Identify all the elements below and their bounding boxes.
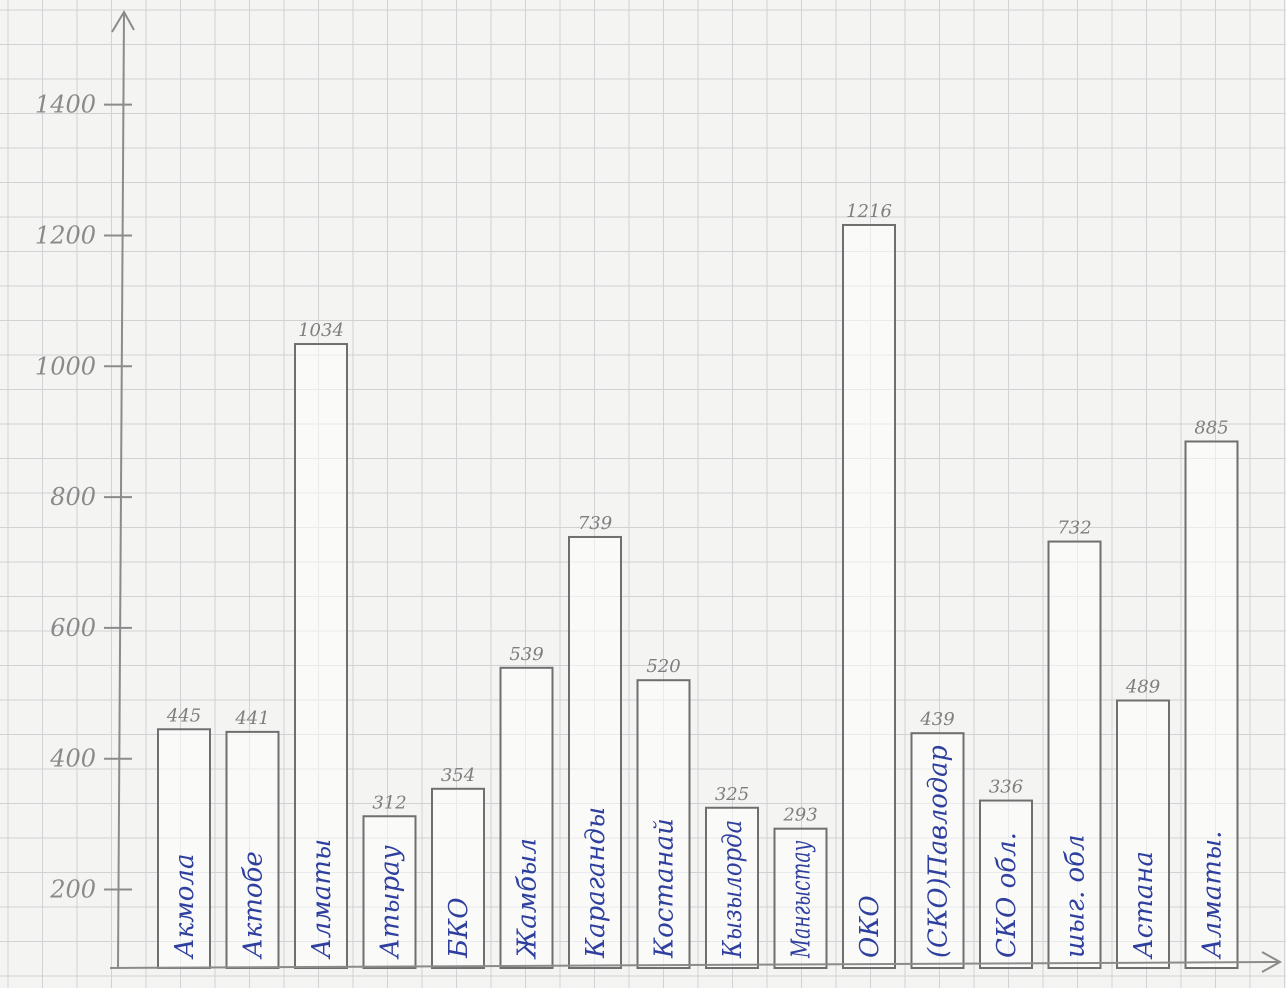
bar <box>705 806 759 970</box>
category-label: БКО <box>444 897 474 959</box>
y-tick-label: 800 <box>50 483 96 511</box>
bar-labels: 445 Акмола 441 Актобе 1034 Алматы 312 Атырау 354… <box>166 201 1229 960</box>
data-label: 1216 <box>846 201 892 222</box>
bar <box>225 730 280 969</box>
x-axis <box>109 961 1279 969</box>
category-label: Жамбыл <box>513 838 543 960</box>
bar <box>568 535 622 969</box>
bar <box>910 732 965 969</box>
category-label: (СКО)Павлодар <box>924 745 954 958</box>
bar <box>842 223 896 970</box>
category-label: ОКО <box>855 895 885 958</box>
y-axis-arrowhead <box>111 10 135 33</box>
category-label: Акмола <box>170 854 200 960</box>
x-axis-arrowhead <box>1261 951 1283 973</box>
bar <box>431 787 485 969</box>
data-label: 445 <box>166 705 201 726</box>
category-label: шыг. обл <box>1061 834 1091 958</box>
bar <box>1116 699 1170 969</box>
y-tick-label: 600 <box>50 614 96 642</box>
data-label: 293 <box>782 805 817 826</box>
bar <box>979 799 1033 969</box>
bar <box>499 666 554 969</box>
category-label: Атырау <box>376 845 406 960</box>
bar <box>362 815 417 969</box>
data-label: 520 <box>646 656 680 677</box>
data-label: 885 <box>1194 417 1228 438</box>
category-label: Кызылорда <box>718 820 748 959</box>
bar <box>1184 440 1239 969</box>
y-tick-label: 400 <box>49 745 96 773</box>
bar <box>773 827 828 969</box>
data-label: 441 <box>234 708 269 729</box>
data-label: 325 <box>715 784 749 805</box>
category-label: Астана <box>1129 851 1159 960</box>
category-label: Алматы <box>307 839 337 960</box>
y-tick-label: 200 <box>49 876 96 904</box>
category-label: Караганды <box>581 807 611 959</box>
category-label: СКО обл. <box>992 832 1022 958</box>
data-label: 489 <box>1125 676 1160 697</box>
bar <box>1047 540 1102 969</box>
data-label: 439 <box>919 709 954 730</box>
axes <box>109 10 1283 973</box>
bar <box>636 679 691 969</box>
data-label: 312 <box>372 792 406 813</box>
data-label: 1034 <box>298 320 344 341</box>
data-label: 539 <box>509 644 543 665</box>
category-label: Алматы. <box>1198 831 1228 960</box>
category-label: Костанай <box>650 818 680 959</box>
bar <box>157 728 211 969</box>
y-tick-label: 1200 <box>35 221 96 249</box>
y-ticks: 200 400 600 800 1000 1200 1400 <box>35 91 132 904</box>
y-tick-label: 1000 <box>35 352 96 380</box>
y-axis <box>117 11 125 969</box>
bar <box>294 343 348 970</box>
bars <box>157 223 1239 970</box>
data-label: 354 <box>441 765 475 786</box>
data-label: 732 <box>1057 518 1091 539</box>
y-tick-label: 1400 <box>35 91 96 119</box>
data-label: 336 <box>989 777 1023 798</box>
category-label: Актобе <box>239 851 269 960</box>
data-label: 739 <box>578 513 612 534</box>
category-label: Мангыстау <box>787 841 817 959</box>
